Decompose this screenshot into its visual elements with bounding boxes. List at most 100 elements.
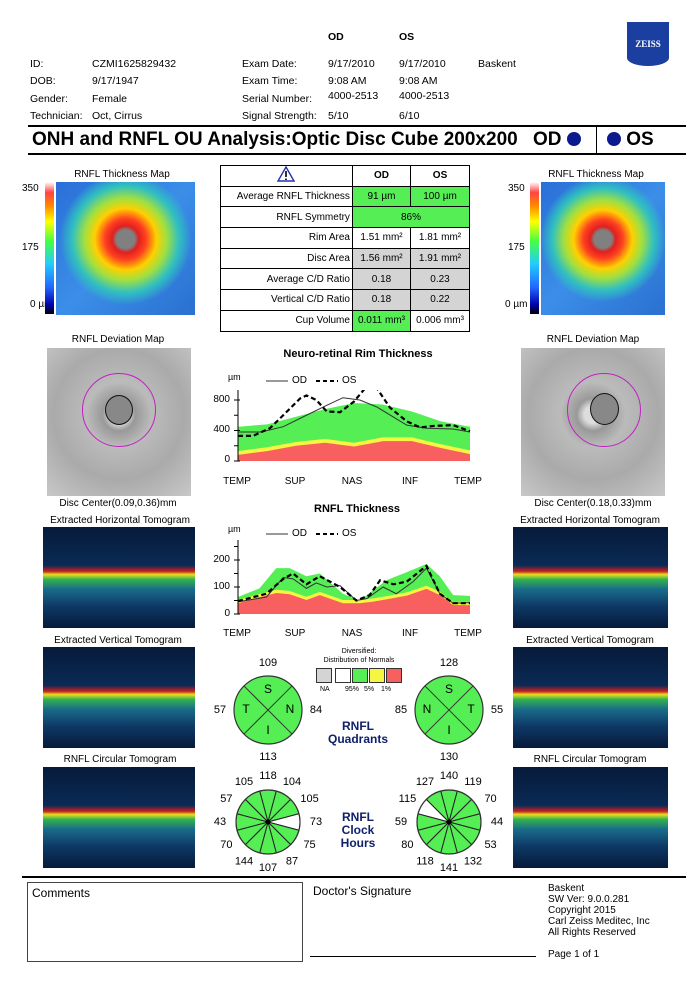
rnfl-legend-od: OD	[292, 528, 307, 539]
rim-legend-od-line	[266, 380, 288, 382]
clock-hours-title: RNFL Clock Hours	[340, 810, 376, 850]
row-label: Average C/D Ratio	[220, 268, 353, 291]
od-value: 0.18	[351, 289, 412, 311]
rnfl-xtick: TEMP	[223, 628, 251, 639]
os-deviation-map-title: RNFL Deviation Map	[546, 334, 640, 345]
os-vertical-title: Extracted Vertical Tomogram	[526, 635, 654, 646]
od-horizontal-title: Extracted Horizontal Tomogram	[50, 515, 190, 526]
rnfl-chart-plot	[234, 540, 471, 615]
rim-ytick: 0	[224, 454, 230, 465]
comments-label: Comments	[32, 886, 91, 900]
legend-na: NA	[320, 686, 330, 693]
quadrant-letter-t: T	[242, 702, 250, 716]
os-vertical-tomogram	[513, 647, 668, 748]
swatch-red	[386, 668, 402, 683]
od-scale-max: 350	[22, 183, 39, 194]
quadrant-value-nasal: 85	[395, 704, 407, 716]
os-scale-mid: 175	[508, 242, 525, 253]
legend-95: 95%	[345, 686, 360, 693]
clock-center-dot	[265, 819, 271, 825]
gender-value: Female	[92, 93, 128, 105]
row-label: RNFL Symmetry	[220, 206, 353, 229]
rim-legend-od: OD	[292, 375, 307, 386]
rnfl-ylabel: µm	[228, 524, 241, 534]
rim-chart-title: Neuro-retinal Rim Thickness	[283, 348, 433, 360]
signature-line	[310, 956, 536, 957]
id-label: ID:	[30, 58, 44, 70]
signal-label: Signal Strength:	[242, 110, 317, 122]
os-scan-circle	[567, 373, 641, 447]
quadrant-value-temporal: 57	[214, 704, 226, 716]
quadrant-value-inferior: 130	[440, 751, 458, 763]
exam-time-label: Exam Time:	[242, 75, 298, 87]
rim-ytick: 800	[213, 394, 230, 405]
clock-hour-value: 119	[464, 776, 482, 788]
od-eye-dot-icon	[566, 132, 581, 146]
zeiss-logo: ZEISS	[627, 22, 669, 66]
title-od: OD	[533, 129, 581, 151]
clock-hour-value: 43	[214, 816, 226, 828]
clock-hour-value: 118	[416, 856, 434, 868]
od-value: 0.011 mm³	[351, 309, 412, 332]
row-label: Average RNFL Thickness	[220, 185, 353, 208]
os-thickness-map-title: RNFL Thickness Map	[548, 169, 644, 180]
technician-value: Oct, Cirrus	[92, 110, 143, 122]
od-horizontal-tomogram	[43, 527, 195, 628]
clock-hour-value: 70	[484, 793, 496, 805]
signal-os: 6/10	[399, 110, 420, 122]
series-os-line	[237, 564, 470, 605]
clock-hour-value: 44	[491, 816, 503, 828]
od-color-scale	[45, 182, 54, 314]
os-circular-title: RNFL Circular Tomogram	[533, 754, 647, 765]
os-value: 0.22	[410, 289, 470, 311]
title-bottom-rule	[28, 153, 686, 155]
table-row: Cup Volume 0.011 mm³ 0.006 mm³	[220, 309, 470, 332]
od-scale-mid: 175	[22, 242, 39, 253]
rnfl-legend-os: OS	[342, 528, 357, 539]
legend-1: 1%	[381, 686, 392, 693]
clock-hour-value: 105	[235, 776, 253, 788]
os-value: 100 µm	[410, 185, 470, 208]
rnfl-xtick: NAS	[341, 628, 363, 639]
page-title: ONH and RNFL OU Analysis:Optic Disc Cube…	[32, 129, 518, 150]
header-os: OS	[399, 31, 415, 43]
rim-legend-os-line	[316, 380, 338, 382]
title-divider	[596, 126, 597, 153]
quadrant-letter-t: T	[467, 702, 475, 716]
clock-hour-value: 73	[310, 816, 322, 828]
od-vertical-tomogram	[43, 647, 195, 748]
signature-label: Doctor's Signature	[313, 884, 412, 898]
rim-xtick: INF	[401, 476, 419, 487]
technician-label: Technician:	[30, 110, 83, 122]
clock-hour-value: 105	[300, 793, 318, 805]
gender-label: Gender:	[30, 93, 68, 105]
clock-hour-value: 127	[416, 776, 434, 788]
rim-xtick: SUP	[284, 476, 306, 487]
serial-od: 4000-2513	[328, 90, 379, 102]
od-circular-title: RNFL Circular Tomogram	[63, 754, 177, 765]
rim-xtick: TEMP	[223, 476, 251, 487]
quadrant-letter-s: S	[445, 682, 453, 696]
swatch-green	[352, 668, 368, 683]
table-row: Average C/D Ratio 0.18 0.23	[220, 268, 470, 291]
rim-xtick: TEMP	[454, 476, 482, 487]
rnfl-xtick: TEMP	[454, 628, 482, 639]
clock-circle	[416, 789, 482, 855]
clock-hour-value: 141	[440, 862, 458, 874]
os-color-scale	[530, 182, 539, 314]
quadrant-letter-n: N	[286, 702, 295, 716]
row-label: Rim Area	[220, 227, 353, 249]
od-value: 91 µm	[351, 185, 412, 208]
series-od-line	[238, 397, 471, 433]
od-deviation-map-title: RNFL Deviation Map	[71, 334, 165, 345]
rnfl-legend-os-line	[316, 533, 338, 535]
comments-box[interactable]: Comments	[27, 882, 303, 962]
page-number: Page 1 of 1	[548, 949, 600, 960]
clock-hour-value: 140	[440, 770, 458, 782]
rim-chart-plot	[234, 390, 471, 462]
clock-hour-value: 144	[235, 856, 253, 868]
swatch-na	[316, 668, 332, 683]
serial-label: Serial Number:	[242, 93, 313, 105]
od-value: 1.51 mm²	[351, 227, 412, 249]
os-value: 1.91 mm²	[410, 247, 470, 270]
